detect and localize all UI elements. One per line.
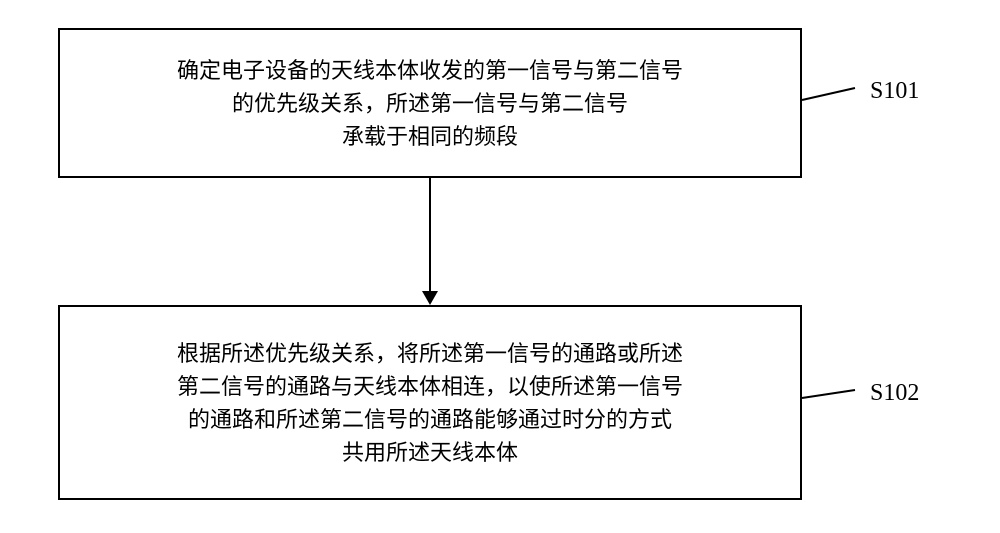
flow-step-2-line-3: 的通路和所述第二信号的通路能够通过时分的方式 <box>188 403 672 436</box>
step-label-s102: S102 <box>870 380 919 407</box>
flow-step-1: 确定电子设备的天线本体收发的第一信号与第二信号 的优先级关系，所述第一信号与第二… <box>58 28 802 178</box>
flow-step-1-line-3: 承载于相同的频段 <box>342 120 518 153</box>
flow-step-2: 根据所述优先级关系，将所述第一信号的通路或所述 第二信号的通路与天线本体相连，以… <box>58 305 802 500</box>
flow-step-2-line-2: 第二信号的通路与天线本体相连，以使所述第一信号 <box>177 370 683 403</box>
flowchart-canvas: 确定电子设备的天线本体收发的第一信号与第二信号 的优先级关系，所述第一信号与第二… <box>0 0 1000 533</box>
flow-step-1-line-1: 确定电子设备的天线本体收发的第一信号与第二信号 <box>177 54 683 87</box>
arrow-1-to-2-line <box>429 178 431 291</box>
arrow-1-to-2-head-icon <box>422 291 438 305</box>
step-label-s101: S101 <box>870 78 919 105</box>
flow-step-1-line-2: 的优先级关系，所述第一信号与第二信号 <box>232 87 628 120</box>
flow-step-2-line-1: 根据所述优先级关系，将所述第一信号的通路或所述 <box>177 337 683 370</box>
flow-step-2-line-4: 共用所述天线本体 <box>342 436 518 469</box>
